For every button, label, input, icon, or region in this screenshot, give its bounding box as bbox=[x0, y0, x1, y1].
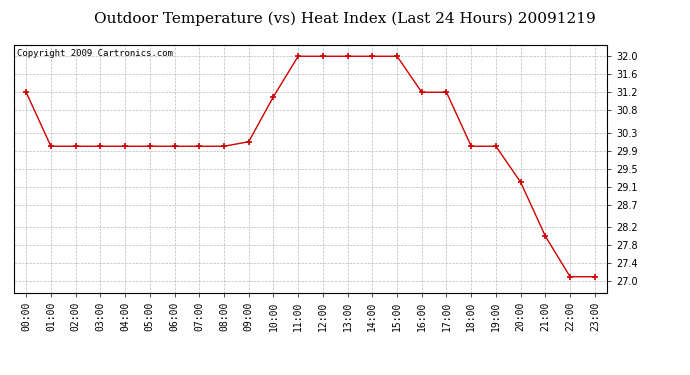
Text: Copyright 2009 Cartronics.com: Copyright 2009 Cartronics.com bbox=[17, 49, 172, 58]
Text: Outdoor Temperature (vs) Heat Index (Last 24 Hours) 20091219: Outdoor Temperature (vs) Heat Index (Las… bbox=[94, 11, 596, 26]
